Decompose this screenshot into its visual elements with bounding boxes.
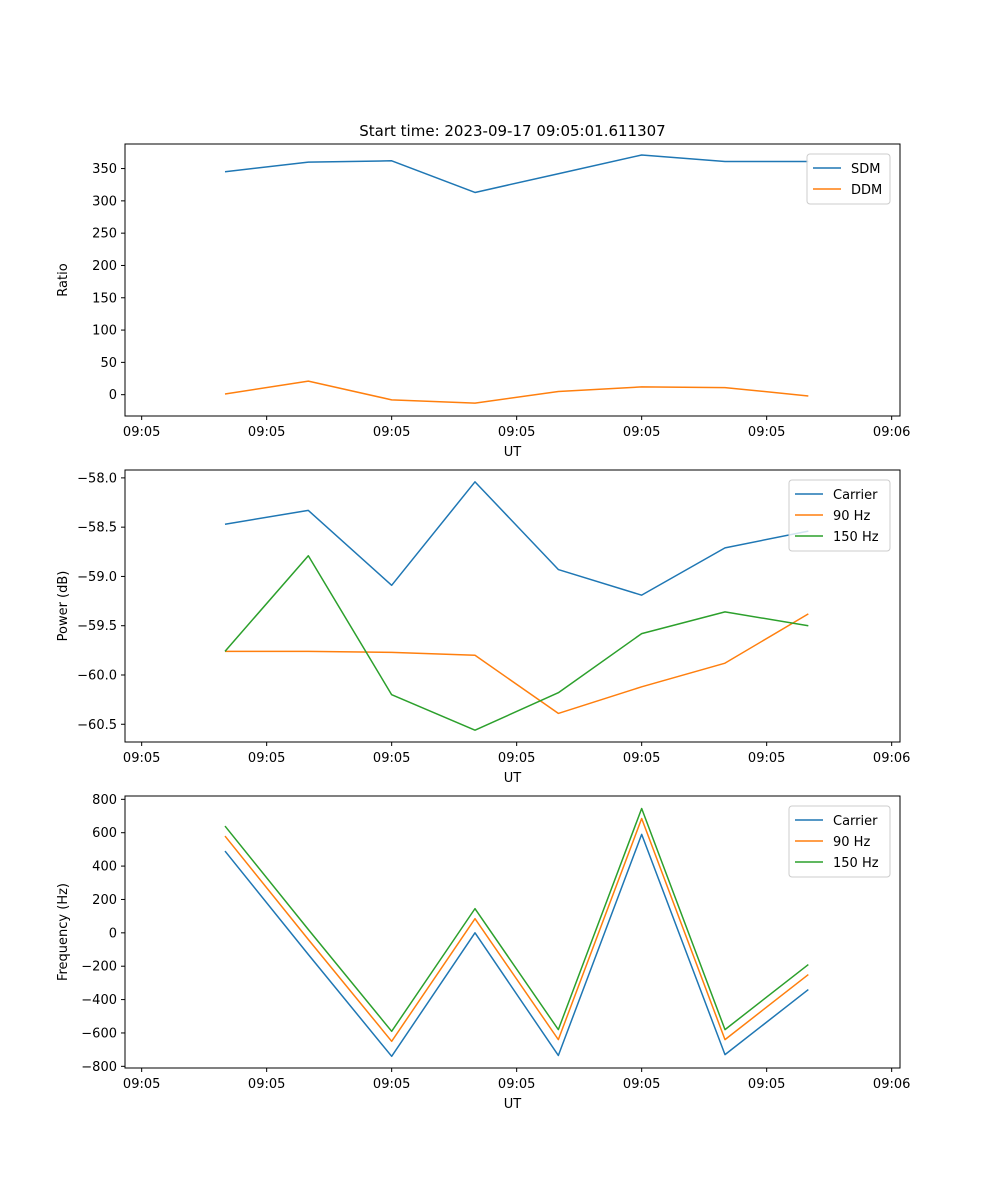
- power-series-carrier-line: [224, 481, 809, 596]
- ratio-y-tick-label: 200: [92, 259, 117, 274]
- power-panel: 09:05 09:05 09:05 09:05 09:05 09:05 09:06 −60.5…: [56, 469, 910, 786]
- frequency-y-tick-label: −200: [81, 960, 117, 975]
- power-x-tick-label: 09:05: [248, 751, 285, 766]
- frequency-x-tick-label: 09:05: [123, 1077, 160, 1092]
- frequency-y-tick-label: 0: [109, 926, 117, 941]
- power-y-tick-label: −59.0: [77, 570, 117, 585]
- ratio-legend-label-sdm: SDM: [851, 162, 880, 177]
- ratio-x-tick-label: 09:05: [623, 425, 660, 440]
- frequency-y-axis-label: Frequency (Hz): [56, 883, 71, 981]
- frequency-legend-label-90-hz: 90 Hz: [833, 835, 870, 850]
- power-x-tick-label: 09:05: [373, 751, 410, 766]
- frequency-series-carrier-line: [224, 833, 809, 1058]
- ratio-y-tick-label: 100: [92, 324, 117, 339]
- frequency-panel: 09:05 09:05 09:05 09:05 09:05 09:05 09:06 −800 −…: [56, 793, 910, 1112]
- frequency-legend: Carrier 90 Hz 150 Hz: [788, 805, 891, 878]
- ratio-y-tick-label: 250: [92, 227, 117, 242]
- power-legend-label-150-hz: 150 Hz: [833, 530, 879, 545]
- frequency-y-tick-label: −800: [81, 1060, 117, 1075]
- ratio-x-tick-label: 09:05: [123, 425, 160, 440]
- power-y-tick-label: −58.0: [77, 471, 117, 486]
- frequency-legend-label-150-hz: 150 Hz: [833, 856, 879, 871]
- power-legend-frame: [788, 479, 891, 552]
- frequency-x-tick-label: 09:06: [873, 1077, 910, 1092]
- power-x-tick-label: 09:05: [623, 751, 660, 766]
- power-y-tick-label: −58.5: [77, 521, 117, 536]
- ratio-series-ddm-line: [224, 380, 809, 404]
- ratio-x-tick-label: 09:05: [748, 425, 785, 440]
- frequency-legend-frame: [788, 805, 891, 878]
- power-x-tick-label: 09:06: [873, 751, 910, 766]
- power-series-150-hz-line: [224, 554, 809, 731]
- frequency-axes-frame: [124, 795, 901, 1069]
- ratio-y-tick-label: 50: [100, 356, 117, 371]
- frequency-series-150-hz-line: [224, 807, 809, 1033]
- frequency-y-tick-label: 400: [92, 860, 117, 875]
- ratio-legend-label-ddm: DDM: [851, 183, 882, 198]
- frequency-x-tick-label: 09:05: [748, 1077, 785, 1092]
- frequency-x-tick-label: 09:05: [623, 1077, 660, 1092]
- frequency-x-tick-label: 09:05: [373, 1077, 410, 1092]
- ratio-y-tick-label: 350: [92, 162, 117, 177]
- frequency-legend-label-carrier: Carrier: [833, 814, 878, 829]
- frequency-x-tick-label: 09:05: [498, 1077, 535, 1092]
- power-x-tick-label: 09:05: [748, 751, 785, 766]
- ratio-y-tick-label: 0: [109, 388, 117, 403]
- ratio-legend-frame: [806, 153, 891, 205]
- frequency-y-tick-label: 600: [92, 826, 117, 841]
- power-y-tick-label: −59.5: [77, 619, 117, 634]
- ratio-axes-frame: [124, 143, 901, 417]
- power-legend-label-carrier: Carrier: [833, 488, 878, 503]
- ratio-x-tick-label: 09:05: [498, 425, 535, 440]
- ratio-series-sdm-line: [224, 154, 809, 194]
- frequency-series-90-hz-line: [224, 817, 809, 1043]
- ratio-legend: SDM DDM: [806, 153, 891, 205]
- frequency-x-axis-label: UT: [504, 1097, 522, 1112]
- power-x-tick-label: 09:05: [123, 751, 160, 766]
- ratio-x-tick-label: 09:05: [373, 425, 410, 440]
- power-y-axis-label: Power (dB): [56, 571, 71, 642]
- power-y-tick-label: −60.0: [77, 668, 117, 683]
- power-series-90-hz-line: [225, 613, 809, 715]
- frequency-y-tick-label: 200: [92, 893, 117, 908]
- frequency-y-tick-label: −400: [81, 993, 117, 1008]
- ratio-x-tick-label: 09:05: [248, 425, 285, 440]
- power-legend: Carrier 90 Hz 150 Hz: [788, 479, 891, 552]
- power-y-tick-label: −60.5: [77, 718, 117, 733]
- figure-title: Start time: 2023-09-17 09:05:01.611307: [359, 122, 665, 140]
- ratio-x-axis-label: UT: [504, 445, 522, 460]
- power-axes-frame: [124, 469, 901, 743]
- ratio-panel: 09:05 09:05 09:05 09:05 09:05 09:05 09:06 0 50 10…: [56, 143, 910, 460]
- ratio-x-tick-label: 09:06: [873, 425, 910, 440]
- power-x-tick-label: 09:05: [498, 751, 535, 766]
- frequency-x-tick-label: 09:05: [248, 1077, 285, 1092]
- frequency-y-tick-label: 800: [92, 793, 117, 808]
- power-x-axis-label: UT: [504, 771, 522, 786]
- frequency-y-tick-label: −600: [81, 1026, 117, 1041]
- ratio-y-axis-label: Ratio: [56, 263, 71, 296]
- power-legend-label-90-hz: 90 Hz: [833, 509, 870, 524]
- ratio-y-tick-label: 150: [92, 291, 117, 306]
- ratio-y-tick-label: 300: [92, 194, 117, 209]
